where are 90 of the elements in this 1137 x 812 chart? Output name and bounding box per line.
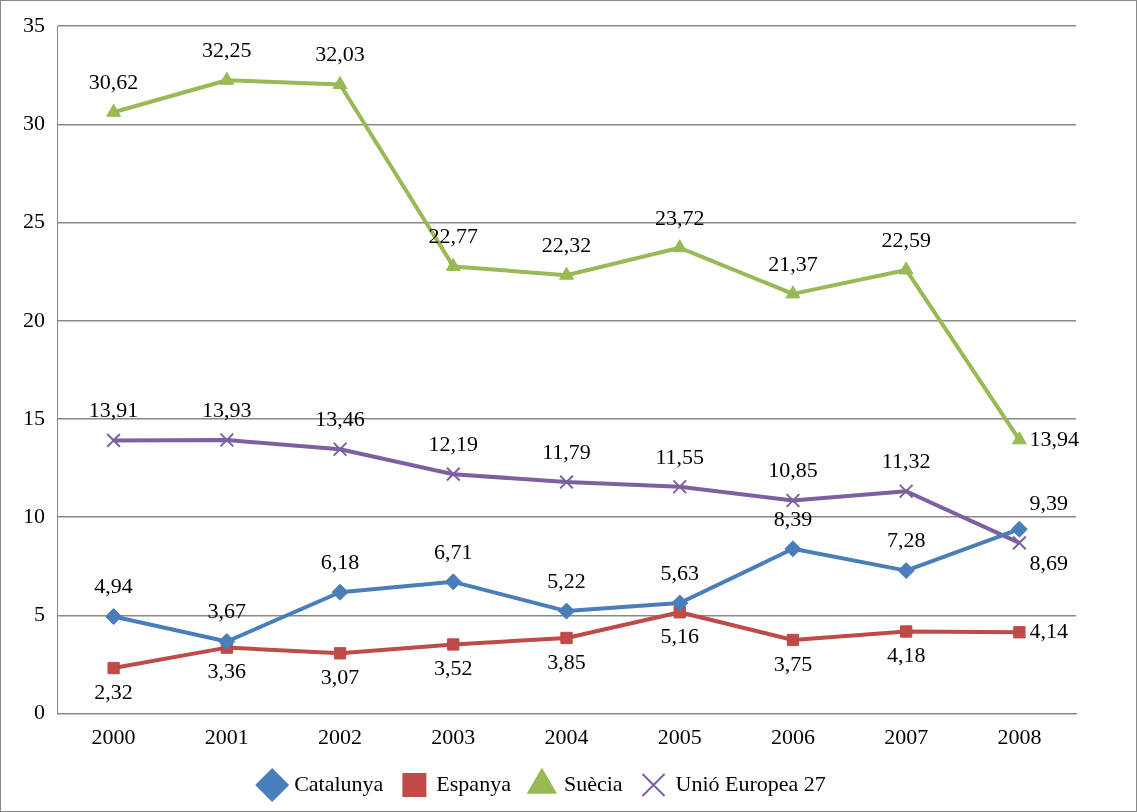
data-label: 3,07 [320,664,360,690]
data-label: 22,59 [881,226,931,252]
y-tick-label: 25 [23,208,45,234]
x-tick-label: 2002 [318,723,363,749]
data-label: 5,16 [660,623,699,649]
point [105,608,123,626]
data-label: 11,55 [655,443,705,469]
y-tick-label: 20 [23,306,45,332]
point [332,441,348,457]
data-label: 5,22 [547,567,586,593]
x-tick-label: 2000 [91,723,136,749]
point [897,562,915,580]
point [218,633,236,651]
point [333,647,347,660]
y-tick-label: 15 [23,404,45,430]
point [785,493,801,508]
x-tick-label: 2008 [997,723,1042,749]
data-label: 32,03 [315,41,365,67]
x-tick-label: 2005 [657,723,702,749]
data-label: 4,14 [1029,618,1068,644]
point [559,266,574,280]
data-label: 13,46 [315,406,365,432]
legend-label: Suècia [563,770,623,796]
data-label: 8,69 [1029,549,1068,575]
point [331,583,349,601]
x-tick-label: 2006 [770,723,815,749]
point [445,466,461,482]
y-tick-label: 10 [23,502,45,528]
point [671,594,689,612]
point [444,573,462,591]
data-label: 21,37 [768,250,818,276]
x-tick-label: 2003 [431,723,476,749]
point [445,257,461,271]
data-label: 13,91 [88,397,139,423]
point [786,633,800,647]
legend-label: Unió Europea 27 [675,770,826,796]
data-label: 3,52 [434,655,473,681]
data-label: 11,32 [881,448,931,474]
point [558,602,575,620]
y-tick-label: 0 [34,699,45,725]
point [898,261,914,275]
data-label: 2,32 [94,678,133,704]
data-label: 23,72 [654,204,705,230]
data-label: 10,85 [768,457,818,483]
data-label: 5,63 [660,559,699,585]
data-label: 32,25 [202,36,252,62]
x-tick-label: 2001 [204,723,249,749]
data-label: 3,67 [207,598,247,624]
x-tick-label: 2007 [884,723,929,749]
data-label: 3,75 [773,650,813,676]
data-label: 3,36 [207,658,247,684]
point [900,625,913,638]
point [332,76,348,90]
data-label: 30,62 [88,69,139,94]
data-label: 13,93 [202,396,252,422]
point [219,432,235,448]
data-label: 13,94 [1029,425,1079,451]
data-label: 8,39 [773,505,813,531]
point [1010,520,1028,538]
y-tick-label: 35 [23,11,45,37]
point [672,239,688,253]
point [672,479,688,495]
point [559,474,574,490]
point [106,103,122,117]
point [784,540,802,558]
data-label: 9,39 [1029,489,1068,515]
point [1011,431,1027,445]
x-tick-label: 2004 [544,723,589,749]
data-label: 11,79 [542,438,591,464]
point [898,483,914,499]
y-tick-label: 30 [23,110,45,136]
point [1013,626,1026,639]
point [1012,535,1027,551]
y-tick-label: 5 [34,601,45,627]
data-label: 3,85 [547,648,586,674]
data-label: 6,71 [434,538,473,564]
point [107,661,120,675]
data-label: 7,28 [886,527,926,553]
point [785,285,801,299]
point [560,631,573,645]
point [219,71,235,85]
data-label: 22,32 [541,232,592,258]
legend-label: Espanya [436,770,512,796]
point [106,433,121,448]
data-label: 4,94 [94,573,133,599]
data-label: 6,18 [320,549,360,575]
data-label: 4,18 [886,642,926,668]
point [447,638,460,651]
data-label: 12,19 [428,430,479,456]
legend-label: Catalunya [294,770,384,796]
